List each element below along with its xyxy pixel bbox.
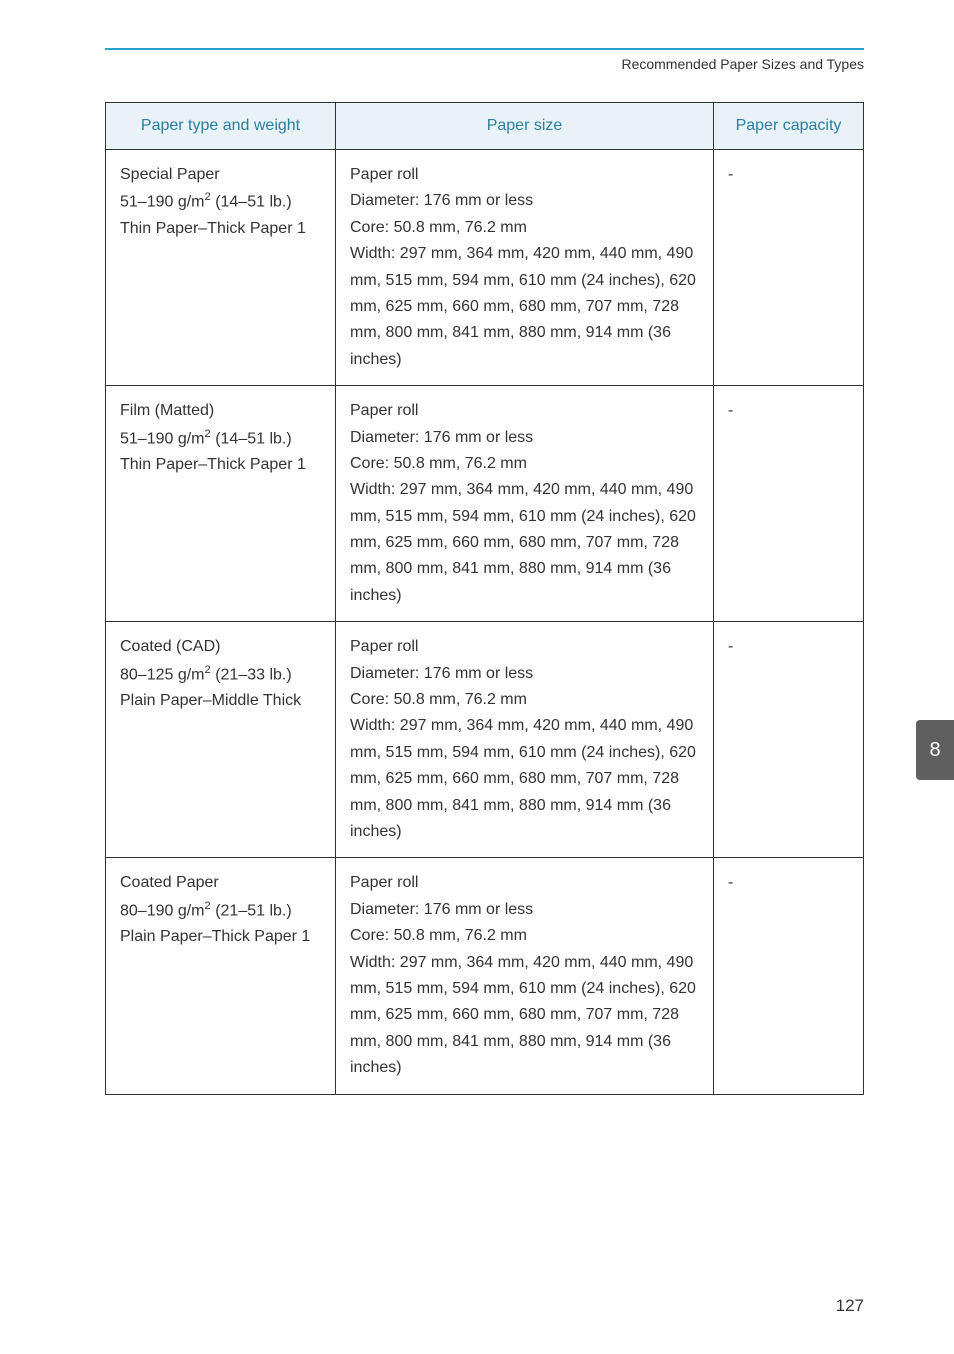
cell-capacity: - [714, 150, 864, 386]
size-l2: Diameter: 176 mm or less [350, 425, 699, 451]
type-line2-post: (14–51 lb.) [211, 430, 292, 447]
document-page: Recommended Paper Sizes and Types Paper … [0, 0, 954, 1354]
size-l4: Width: 297 mm, 364 mm, 420 mm, 440 mm, 4… [350, 241, 699, 373]
type-line1: Special Paper [120, 162, 321, 188]
table-row: Special Paper 51–190 g/m2 (14–51 lb.) Th… [106, 150, 864, 386]
size-l2: Diameter: 176 mm or less [350, 897, 699, 923]
size-l1: Paper roll [350, 870, 699, 896]
cell-capacity: - [714, 386, 864, 622]
type-line2-post: (14–51 lb.) [211, 194, 292, 211]
size-l3: Core: 50.8 mm, 76.2 mm [350, 687, 699, 713]
paper-table: Paper type and weight Paper size Paper c… [105, 102, 864, 1095]
cell-size: Paper roll Diameter: 176 mm or less Core… [336, 622, 714, 858]
cell-type: Film (Matted) 51–190 g/m2 (14–51 lb.) Th… [106, 386, 336, 622]
chapter-tab-label: 8 [929, 739, 940, 762]
col-header-capacity: Paper capacity [714, 103, 864, 150]
size-l3: Core: 50.8 mm, 76.2 mm [350, 451, 699, 477]
cell-type: Special Paper 51–190 g/m2 (14–51 lb.) Th… [106, 150, 336, 386]
type-line2: 51–190 g/m2 (14–51 lb.) [120, 425, 321, 453]
table-row: Coated Paper 80–190 g/m2 (21–51 lb.) Pla… [106, 858, 864, 1094]
cell-size: Paper roll Diameter: 176 mm or less Core… [336, 858, 714, 1094]
type-line2-pre: 80–190 g/m [120, 902, 205, 919]
type-line2-pre: 51–190 g/m [120, 194, 205, 211]
page-header-title: Recommended Paper Sizes and Types [105, 56, 864, 72]
type-line2-pre: 80–125 g/m [120, 666, 205, 683]
type-line2: 80–125 g/m2 (21–33 lb.) [120, 661, 321, 689]
size-l1: Paper roll [350, 398, 699, 424]
type-line2-pre: 51–190 g/m [120, 430, 205, 447]
col-header-size: Paper size [336, 103, 714, 150]
cell-type: Coated (CAD) 80–125 g/m2 (21–33 lb.) Pla… [106, 622, 336, 858]
size-l3: Core: 50.8 mm, 76.2 mm [350, 923, 699, 949]
page-number: 127 [836, 1296, 864, 1316]
type-line2: 51–190 g/m2 (14–51 lb.) [120, 188, 321, 216]
type-line1: Coated (CAD) [120, 634, 321, 660]
size-l2: Diameter: 176 mm or less [350, 661, 699, 687]
cell-capacity: - [714, 858, 864, 1094]
chapter-tab: 8 [916, 720, 954, 780]
type-line3: Plain Paper–Thick Paper 1 [120, 924, 321, 950]
table-row: Film (Matted) 51–190 g/m2 (14–51 lb.) Th… [106, 386, 864, 622]
size-l1: Paper roll [350, 634, 699, 660]
size-l1: Paper roll [350, 162, 699, 188]
type-line1: Coated Paper [120, 870, 321, 896]
type-line2-post: (21–33 lb.) [211, 666, 292, 683]
size-l4: Width: 297 mm, 364 mm, 420 mm, 440 mm, 4… [350, 950, 699, 1082]
cell-capacity: - [714, 622, 864, 858]
size-l4: Width: 297 mm, 364 mm, 420 mm, 440 mm, 4… [350, 713, 699, 845]
type-line1: Film (Matted) [120, 398, 321, 424]
type-line3: Thin Paper–Thick Paper 1 [120, 216, 321, 242]
cell-type: Coated Paper 80–190 g/m2 (21–51 lb.) Pla… [106, 858, 336, 1094]
type-line2: 80–190 g/m2 (21–51 lb.) [120, 897, 321, 925]
table-row: Coated (CAD) 80–125 g/m2 (21–33 lb.) Pla… [106, 622, 864, 858]
cell-size: Paper roll Diameter: 176 mm or less Core… [336, 150, 714, 386]
table-header-row: Paper type and weight Paper size Paper c… [106, 103, 864, 150]
col-header-type: Paper type and weight [106, 103, 336, 150]
type-line3: Thin Paper–Thick Paper 1 [120, 452, 321, 478]
size-l4: Width: 297 mm, 364 mm, 420 mm, 440 mm, 4… [350, 477, 699, 609]
type-line3: Plain Paper–Middle Thick [120, 688, 321, 714]
size-l3: Core: 50.8 mm, 76.2 mm [350, 215, 699, 241]
type-line2-post: (21–51 lb.) [211, 902, 292, 919]
size-l2: Diameter: 176 mm or less [350, 188, 699, 214]
cell-size: Paper roll Diameter: 176 mm or less Core… [336, 386, 714, 622]
header-rule [105, 48, 864, 50]
